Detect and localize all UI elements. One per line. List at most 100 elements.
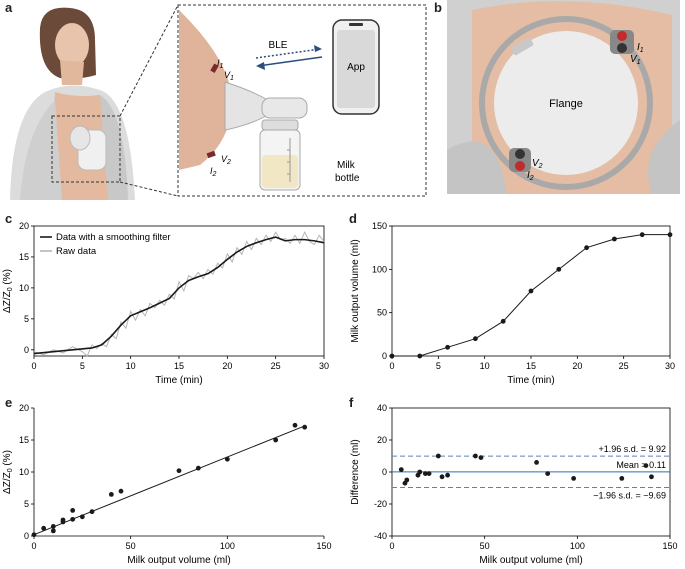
data-point [50,528,56,534]
x-axis-label: Time (min) [507,375,554,386]
data-point [398,467,404,472]
y-axis-label: Difference (ml) [350,439,361,504]
x-tick-label: 0 [31,541,36,551]
y-tick-label: 10 [19,467,29,477]
legend-label-raw: Raw data [56,246,97,257]
data-point [417,469,423,475]
data-point [545,471,551,476]
data-point [273,437,279,443]
data-point [571,476,577,481]
y-tick-label: 0 [382,351,387,361]
y-tick-label: 20 [19,403,29,413]
x-tick-label: 25 [619,361,629,371]
x-tick-label: 15 [174,361,184,371]
volume-line [392,234,670,357]
y-tick-label: 50 [377,308,387,318]
panel-label-e: e [5,395,13,410]
chart-c: 0 5 10 15 20 25 30 0 5 10 15 20 Time (min) ΔZ/Z0 (%) D… [2,221,329,386]
x-tick-label: 100 [570,541,585,551]
chart-f: 0 50 100 150 -40 -20 0 20 40 Milk output volume (… [350,403,678,566]
x-tick-label: 10 [126,361,136,371]
mother-figure [10,7,135,200]
x-tick-label: 0 [31,361,36,371]
x-axis-label: Time (min) [155,375,202,386]
b-v2-label: V2 [532,158,543,170]
data-point [422,471,428,476]
data-point [195,465,201,471]
y-tick-label: 0 [24,345,29,355]
data-point [639,232,645,238]
x-axis-label: Milk output volume (ml) [479,555,582,566]
lower-limit-label: −1.96 s.d. = −9.69 [593,491,666,501]
flange-label: Flange [549,98,583,110]
y-axis-label: ΔZ/Z0 (%) [2,269,14,313]
panel-label-c: c [5,211,13,226]
x-tick-label: 50 [480,541,490,551]
data-point [556,266,562,272]
y-tick-label: 20 [377,435,387,445]
v1-label: V1 [224,70,234,82]
x-tick-label: 30 [319,361,329,371]
i1-label: I1 [217,58,224,70]
data-point [473,453,478,459]
app-label: App [347,62,365,73]
y-tick-label: 100 [372,264,387,274]
data-point [478,455,484,460]
y-tick-label: -40 [374,531,387,541]
y-tick-label: 0 [382,467,387,477]
i2-label: I2 [210,166,217,178]
x-tick-label: 20 [222,361,232,371]
phone-screen [337,30,375,108]
data-point [41,525,47,531]
data-point [473,336,478,342]
y-tick-label: 0 [24,531,29,541]
x-tick-label: 0 [389,361,394,371]
y-tick-label: 5 [24,499,29,509]
mean-label: Mean = 0.11 [616,460,666,470]
legend-label-smoothed: Data with a smoothing filter [56,232,171,243]
panel-b-illustration: Flange I1 V1 V2 I2 [447,0,680,194]
data-point [50,524,56,529]
panel-label-a: a [5,0,13,15]
electrode-i1 [210,63,219,73]
zoom-box [51,115,121,183]
bottle-cap [261,119,299,131]
electrode-pair-bottom [509,148,531,172]
x-tick-label: 25 [271,361,281,371]
smoothed-data-line [33,236,325,355]
panel-a-illustration: BLE App Milk bottle I1 V1 V2 I2 [10,4,427,200]
x-tick-label: 150 [662,541,677,551]
ble-arrow-out [255,48,321,59]
panel-label-d: d [349,211,357,226]
data-point [417,353,423,359]
data-point [439,474,445,480]
fit-line [33,425,305,536]
chart-d: 0 5 10 15 20 25 30 0 50 100 150 Time (min) Milk outp… [350,221,675,386]
data-point [60,517,66,523]
flange-disc [494,31,638,175]
y-tick-label: 5 [24,314,29,324]
data-point [70,508,76,513]
data-point [528,288,534,294]
x-tick-label: 100 [220,541,235,551]
data-point [584,245,589,251]
data-point [79,514,85,520]
x-tick-label: 150 [316,541,331,551]
data-point [292,422,298,428]
milk-label: Milk [337,160,356,171]
x-tick-label: 0 [389,541,394,551]
data-point [108,492,114,497]
y-tick-label: 15 [19,252,29,262]
x-tick-label: 20 [572,361,582,371]
data-point [435,453,441,459]
y-tick-label: 150 [372,221,387,231]
b-i1-label: I1 [637,42,644,54]
ble-label: BLE [269,40,288,51]
data-point [643,463,649,468]
x-tick-label: 5 [436,361,441,371]
sensor-module [511,37,534,56]
upper-limit-label: +1.96 s.d. = 9.92 [598,444,666,454]
y-tick-label: 20 [19,221,29,231]
pump-body [261,97,308,119]
data-point [619,476,625,481]
